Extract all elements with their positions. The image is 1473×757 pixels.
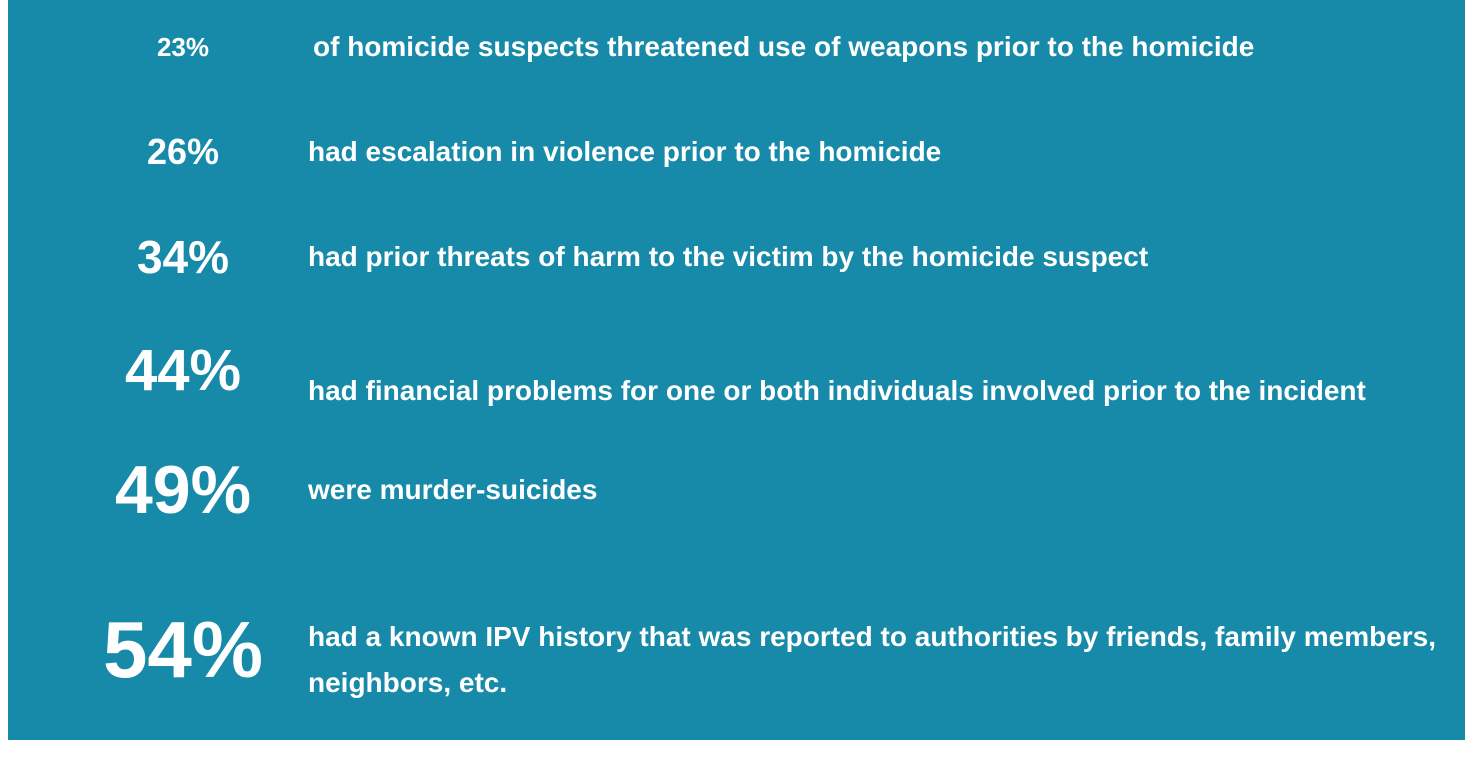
stat-text: had a known IPV history that was reporte…	[308, 621, 1437, 698]
stat-text: had prior threats of harm to the victim …	[308, 241, 1149, 272]
stat-value: 44%	[124, 338, 242, 403]
stat-value: 49%	[114, 452, 252, 528]
stat-value: 34%	[136, 231, 230, 283]
stat-value: 23%	[156, 32, 210, 62]
stats-panel: 23% of homicide suspects threatened use …	[8, 0, 1465, 740]
stat-text: had financial problems for one or both i…	[308, 375, 1366, 406]
stat-text: had escalation in violence prior to the …	[308, 136, 942, 167]
stat-text: of homicide suspects threatened use of w…	[313, 31, 1255, 62]
stat-value: 54%	[102, 605, 264, 694]
stat-value: 26%	[146, 131, 220, 172]
stat-text: were murder-suicides	[308, 474, 598, 505]
